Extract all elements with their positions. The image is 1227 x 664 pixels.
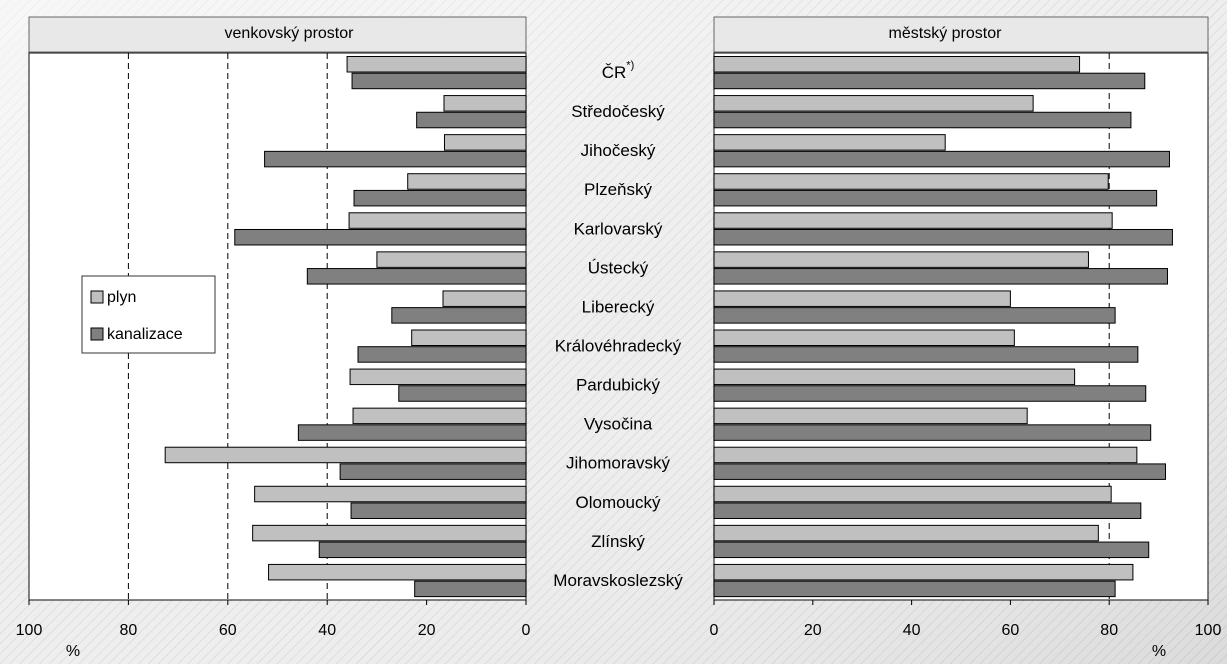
urban-panel-title: městský prostor: [889, 25, 1003, 42]
bar-rural-kanalizace-pardubicky: [398, 385, 527, 402]
bar-urban-plyn-olomoucky: [713, 485, 1112, 503]
urban-tick-label: 20: [804, 622, 822, 639]
bar-rural-plyn-vysocina: [352, 407, 527, 425]
bar-urban-kanalizace-liberecky: [713, 307, 1116, 324]
bar-rural-kanalizace-jihomoravsky: [339, 463, 527, 480]
bar-rural-kanalizace-karlovarsky: [234, 228, 527, 246]
bar-urban-kanalizace-vysocina: [713, 424, 1152, 441]
category-label-jihomoravsky: Jihomoravský: [566, 454, 670, 473]
bar-rural-kanalizace-liberecky: [391, 307, 527, 324]
rural-tick-label: 20: [418, 622, 436, 639]
bar-urban-plyn-cr: [713, 56, 1081, 73]
urban-tick-label: 0: [710, 622, 719, 639]
bar-rural-plyn-stredocesky: [443, 95, 527, 112]
bar-urban-plyn-ustecky: [713, 251, 1089, 268]
bar-urban-plyn-kralovehradecky: [713, 329, 1015, 346]
region-labels: ČR*) Středočeský Jihočeský Plzeňský Karlovar…: [553, 59, 683, 590]
bar-urban-kanalizace-moravskoslezsky: [713, 580, 1116, 598]
legend-swatch-plyn: [90, 290, 104, 304]
bar-rural-kanalizace-jihocesky: [264, 150, 527, 168]
bar-urban-kanalizace-cr: [713, 72, 1146, 90]
bar-rural-plyn-liberecky: [442, 290, 527, 307]
bar-rural-kanalizace-stredocesky: [416, 111, 527, 129]
legend-swatch-kanalizace: [90, 327, 104, 341]
urban-tick-label: 80: [1100, 622, 1118, 639]
category-label-pardubicky: Pardubický: [576, 376, 661, 395]
bar-rural-plyn-olomoucky: [254, 485, 527, 503]
category-label-ustecky: Ústecký: [588, 258, 649, 277]
bar-rural-kanalizace-plzensky: [353, 189, 527, 207]
bar-urban-plyn-karlovarsky: [713, 212, 1113, 229]
bar-urban-kanalizace-plzensky: [713, 189, 1158, 207]
category-label-moravskoslezsky: Moravskoslezský: [553, 571, 683, 590]
rural-axis-unit: %: [66, 643, 80, 660]
bar-rural-plyn-jihomoravsky: [164, 446, 527, 464]
rural-tick-label: 40: [318, 622, 336, 639]
legend-label-plyn: plyn: [107, 289, 136, 306]
urban-panel: městský prostor 0 20 40 60 80 100%: [710, 16, 1222, 660]
category-label-vysocina: Vysočina: [584, 415, 653, 434]
urban-title-band: [713, 16, 1209, 53]
bar-rural-plyn-moravskoslezsky: [268, 563, 527, 581]
bar-urban-plyn-zlinsky: [713, 524, 1099, 542]
rural-tick-label: 100: [16, 622, 43, 639]
bar-urban-kanalizace-pardubicky: [713, 385, 1147, 402]
bar-urban-plyn-jihomoravsky: [713, 446, 1138, 464]
bar-urban-plyn-liberecky: [713, 290, 1011, 307]
bar-urban-kanalizace-jihomoravsky: [713, 463, 1167, 480]
bar-urban-kanalizace-ustecky: [713, 268, 1168, 285]
rural-tick-label: 60: [219, 622, 237, 639]
bar-rural-kanalizace-kralovehradecky: [357, 346, 527, 363]
bar-rural-plyn-jihocesky: [443, 134, 527, 151]
urban-tick-label: 40: [903, 622, 921, 639]
legend: plyn kanalizace: [81, 275, 216, 354]
bar-rural-kanalizace-vysocina: [297, 424, 527, 441]
bar-rural-plyn-cr: [346, 56, 527, 73]
category-label-karlovarsky: Karlovarský: [574, 219, 663, 238]
bar-urban-plyn-moravskoslezsky: [713, 563, 1134, 581]
bar-rural-plyn-plzensky: [407, 173, 527, 190]
bar-rural-plyn-ustecky: [376, 251, 527, 268]
bar-rural-kanalizace-zlinsky: [318, 541, 527, 559]
category-label-zlinsky: Zlínský: [591, 532, 645, 551]
category-label-liberecky: Liberecký: [582, 297, 655, 316]
bar-urban-kanalizace-jihocesky: [713, 150, 1170, 168]
category-label-plzensky: Plzeňský: [584, 180, 653, 199]
bar-rural-plyn-kralovehradecky: [411, 329, 527, 346]
bar-urban-kanalizace-karlovarsky: [713, 228, 1173, 246]
urban-tick-label: 100: [1195, 622, 1222, 639]
category-label-olomoucky: Olomoucký: [575, 493, 661, 512]
bar-rural-plyn-pardubicky: [349, 368, 527, 386]
bar-rural-plyn-karlovarsky: [348, 212, 527, 229]
legend-label-kanalizace: kanalizace: [107, 326, 183, 343]
bar-urban-plyn-vysocina: [713, 407, 1028, 425]
urban-tick-label: 60: [1002, 622, 1020, 639]
bar-rural-plyn-zlinsky: [252, 524, 527, 542]
bar-rural-kanalizace-cr: [351, 72, 527, 90]
bar-urban-kanalizace-kralovehradecky: [713, 346, 1139, 363]
rural-title-band: [28, 16, 527, 53]
rural-tick-label: 80: [120, 622, 138, 639]
legend-box: [81, 275, 216, 354]
bar-urban-plyn-pardubicky: [713, 368, 1076, 386]
category-label-kralovehradecky: Královéhradecký: [555, 337, 682, 356]
rural-tick-label: 0: [522, 622, 531, 639]
category-label-stredocesky: Středočeský: [571, 102, 665, 121]
category-label-cr: ČR*): [602, 59, 635, 82]
rural-panel-title: venkovský prostor: [225, 25, 355, 42]
category-label-jihocesky: Jihočeský: [581, 141, 656, 160]
bar-urban-kanalizace-olomoucky: [713, 502, 1142, 519]
bar-rural-kanalizace-ustecky: [306, 268, 527, 285]
urban-axis-unit: %: [1152, 643, 1166, 660]
bar-urban-kanalizace-stredocesky: [713, 111, 1132, 129]
bar-rural-kanalizace-moravskoslezsky: [414, 580, 527, 598]
bar-urban-kanalizace-zlinsky: [713, 541, 1150, 559]
bar-urban-plyn-stredocesky: [713, 95, 1034, 112]
bar-rural-kanalizace-olomoucky: [350, 502, 527, 519]
bar-urban-plyn-plzensky: [713, 173, 1109, 190]
bar-urban-plyn-jihocesky: [713, 134, 946, 151]
